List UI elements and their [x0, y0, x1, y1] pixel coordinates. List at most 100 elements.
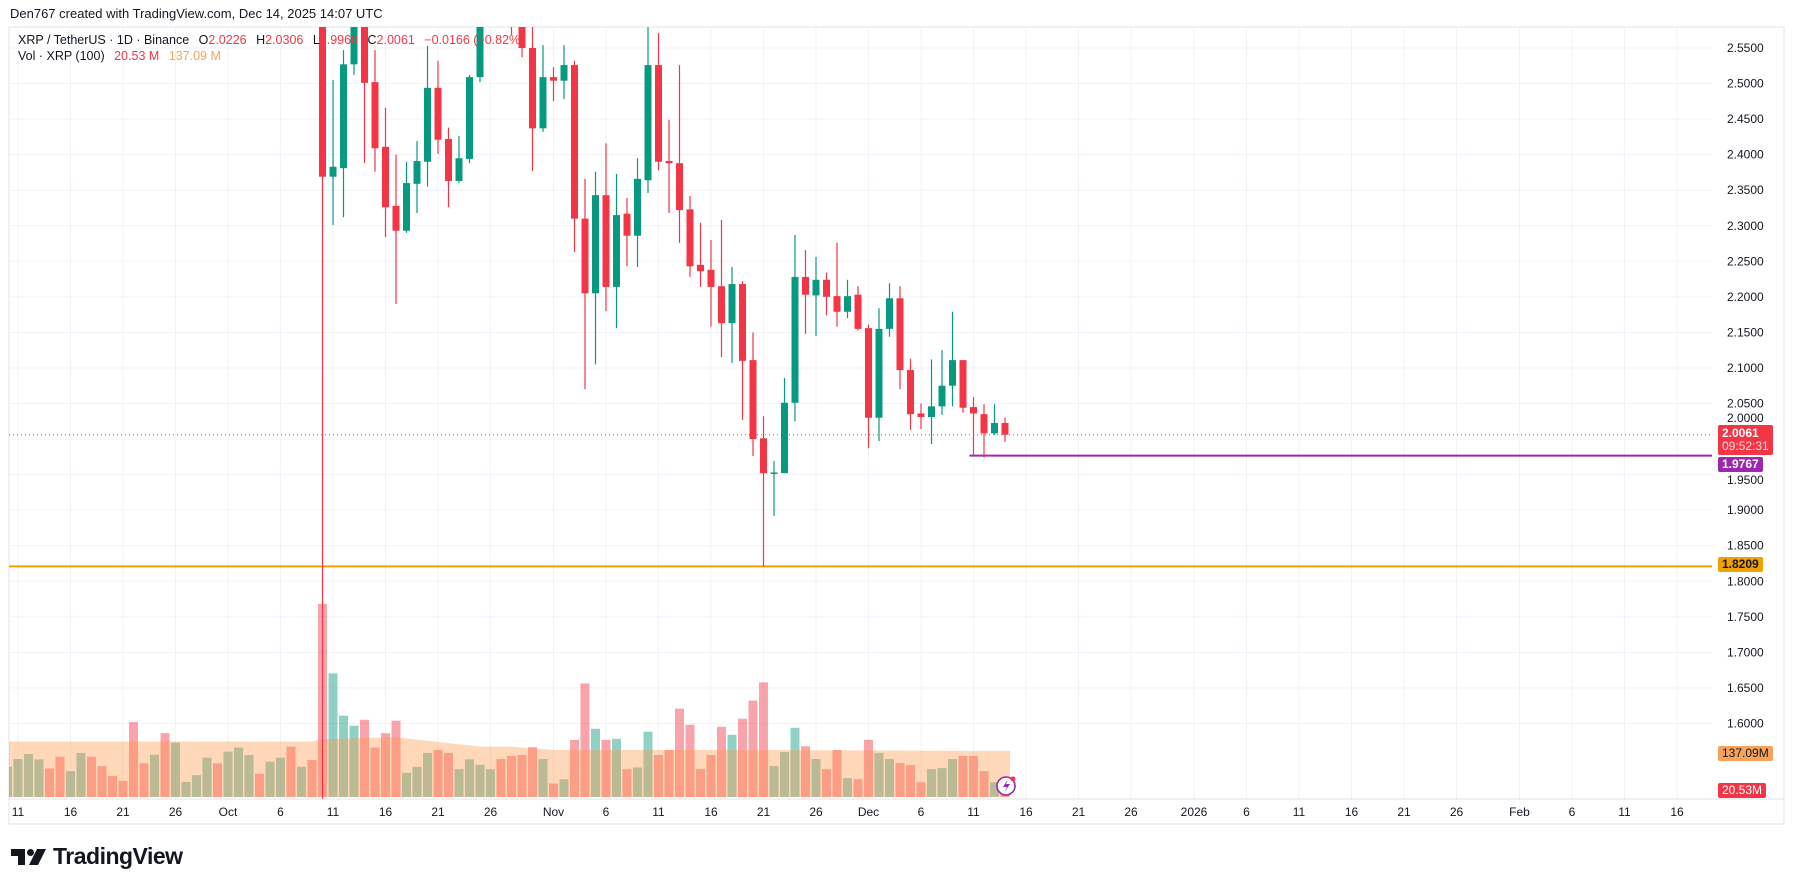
y-tick-label: 1.7000 — [1727, 645, 1764, 659]
candle-body — [571, 65, 578, 219]
y-tick-label: 2.2500 — [1727, 254, 1764, 268]
volume-bar — [370, 747, 380, 797]
candle-body — [770, 472, 778, 474]
candle-body — [886, 298, 893, 329]
candle-body — [634, 178, 641, 236]
candle-body — [476, 27, 484, 78]
x-tick-label: 21 — [757, 805, 771, 819]
volume-bar — [811, 759, 821, 797]
candle — [928, 359, 935, 445]
candle-body — [781, 402, 788, 474]
candle — [707, 239, 715, 327]
x-tick-label: Dec — [858, 805, 879, 819]
candle-body — [424, 87, 431, 162]
candle-body — [833, 296, 841, 312]
x-tick-label: 26 — [169, 805, 183, 819]
x-tick-label: 11 — [652, 805, 665, 819]
volume-ma-tag: 137.09M — [1718, 746, 1773, 761]
candle-body — [980, 414, 988, 434]
candle — [739, 281, 746, 420]
time-axis[interactable]: 11 16 21 26 Oct 6 11 16 21 26 Nov 6 11 16 21 26 Dec 6 11 16… — [9, 798, 1784, 819]
candle-body — [623, 213, 631, 236]
candle — [812, 257, 820, 336]
volume-bar — [948, 759, 957, 797]
x-tick-label: 11 — [1618, 805, 1631, 819]
volume-bar — [55, 756, 65, 797]
candle-body — [760, 438, 767, 474]
volume-bar — [66, 771, 75, 797]
candles — [319, 27, 1009, 799]
volume-bar — [538, 759, 548, 797]
candle-body — [644, 65, 652, 181]
candle-body — [403, 183, 410, 231]
volume-bar — [790, 727, 800, 797]
volume-bar — [9, 766, 12, 797]
volume-bar — [213, 763, 222, 797]
candle — [445, 127, 452, 208]
volume-bar — [885, 759, 894, 797]
volume-bar — [643, 731, 653, 797]
volume-bar — [979, 771, 989, 797]
x-tick-label: Feb — [1509, 805, 1530, 819]
drawn-levels[interactable] — [9, 434, 1712, 568]
candle-body — [413, 161, 421, 184]
candle — [1001, 417, 1009, 442]
candle-body — [739, 284, 746, 361]
volume-bar — [150, 754, 159, 797]
volume-bar — [454, 769, 464, 797]
low-label: L — [312, 33, 320, 47]
candle — [371, 50, 379, 172]
candle-body — [655, 65, 662, 162]
price-axis[interactable]: 2.5500 2.5000 2.4500 2.4000 2.3500 2.3000 2.25… — [1727, 41, 1764, 730]
x-tick-label: 21 — [1072, 805, 1086, 819]
volume-bar — [969, 756, 978, 797]
volume-bar — [391, 720, 401, 797]
volume-bar — [475, 764, 485, 797]
tradingview-logo-icon — [11, 848, 46, 865]
candle — [550, 67, 557, 102]
volume-bar — [202, 757, 212, 797]
bar-countdown: 09:52:31 — [1722, 439, 1769, 453]
y-tick-label: 2.4000 — [1727, 148, 1764, 162]
candle-body — [392, 205, 400, 231]
volume-bar — [528, 747, 537, 797]
candle-body — [959, 360, 967, 408]
candle — [718, 220, 725, 358]
volume-bar — [244, 755, 254, 797]
candle-body — [560, 65, 568, 81]
candle — [340, 50, 347, 218]
y-tick-label: 2.2000 — [1727, 290, 1764, 304]
candle — [676, 65, 683, 243]
candle-body — [938, 385, 946, 407]
x-tick-label: 21 — [116, 805, 130, 819]
candle-body — [707, 269, 715, 287]
volume-bar — [601, 739, 611, 797]
candle — [886, 283, 893, 337]
close-label: C — [367, 33, 377, 47]
volume-title[interactable]: Vol · XRP (100) — [18, 49, 105, 63]
candle-body — [949, 360, 956, 386]
y-tick-label: 1.6000 — [1727, 716, 1764, 730]
volume-bar — [97, 766, 107, 797]
symbol-title[interactable]: XRP / TetherUS · 1D · Binance — [18, 33, 190, 47]
candle — [602, 143, 610, 312]
credit-line: Den767 created with TradingView.com, Dec… — [10, 6, 383, 21]
volume-bar — [171, 742, 180, 797]
candle — [686, 195, 694, 277]
candle — [455, 136, 463, 184]
candle-body — [697, 264, 704, 272]
candle — [770, 461, 778, 516]
volume-bar — [591, 728, 600, 797]
tradingview-logo[interactable]: TradingView — [11, 843, 183, 870]
lightning-alert-icon[interactable] — [996, 776, 1016, 796]
volume-bar — [24, 753, 33, 797]
grid-lines — [9, 27, 1712, 799]
candle — [529, 27, 536, 172]
candle — [991, 404, 998, 435]
orange-level-tag: 1.8209 — [1718, 557, 1763, 572]
volume-bar — [580, 683, 590, 797]
close-value: 2.0061 — [376, 33, 415, 47]
x-tick-label: 2026 — [1181, 805, 1208, 819]
candle-body — [844, 296, 851, 312]
